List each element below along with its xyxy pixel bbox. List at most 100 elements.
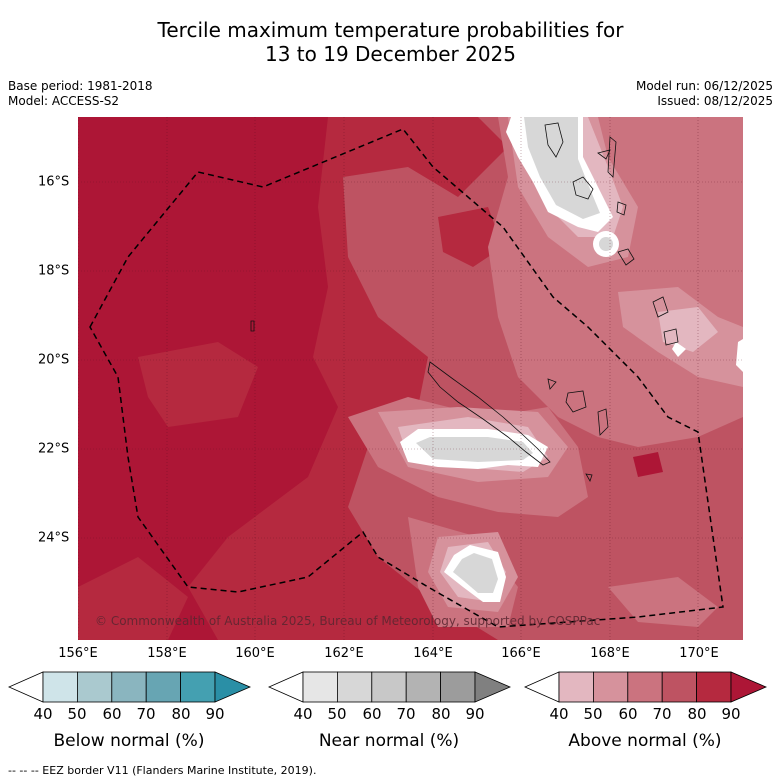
colorbar-below-svg	[8, 671, 252, 703]
lon-label-162e: 162°E	[324, 646, 364, 661]
region-80-90-c	[78, 557, 188, 640]
colorbar-bin	[180, 671, 216, 703]
legend-near-normal-bar	[268, 671, 512, 707]
colorbar-bin	[42, 671, 78, 703]
colorbar-extend-high	[474, 671, 512, 703]
colorbar-bin	[77, 671, 113, 703]
lon-label-170e: 170°E	[679, 646, 719, 661]
tick: 50	[583, 705, 603, 723]
map-svg	[78, 117, 743, 640]
issued-date: Issued: 08/12/2025	[657, 94, 773, 108]
tick: 40	[293, 705, 313, 723]
tick: 70	[396, 705, 416, 723]
chart-title: Tercile maximum temperature probabilitie…	[0, 18, 781, 66]
tick: 80	[687, 705, 707, 723]
new-caledonia-coast	[427, 361, 551, 466]
tick: 40	[33, 705, 53, 723]
meta-left: Base period: 1981-2018 Model: ACCESS-S2	[8, 79, 153, 109]
tick: 70	[652, 705, 672, 723]
island-5	[617, 248, 635, 266]
tick: 90	[721, 705, 741, 723]
isle-of-pines	[585, 473, 593, 482]
lat-label-16s: 16°S	[38, 174, 70, 190]
lat-label-20s: 20°S	[38, 352, 70, 368]
colorbar-extend-low	[524, 671, 560, 703]
title-line-1: Tercile maximum temperature probabilitie…	[157, 18, 624, 42]
legend-below-normal-bar	[8, 671, 252, 707]
region-40-50-east	[658, 307, 718, 352]
lat-label-22s: 22°S	[38, 441, 70, 457]
tick: 50	[67, 705, 87, 723]
lon-label-168e: 168°E	[590, 646, 630, 661]
tick: 60	[102, 705, 122, 723]
island-6	[652, 296, 669, 318]
colorbar-bin	[371, 671, 407, 703]
tick: 40	[549, 705, 569, 723]
lon-label-156e: 156°E	[58, 646, 98, 661]
lon-label-158e: 158°E	[147, 646, 187, 661]
malekula	[572, 176, 594, 200]
legend-near-title: Near normal (%)	[318, 731, 460, 751]
region-near-center	[416, 437, 533, 462]
region-60-70-se	[608, 577, 718, 627]
colorbar-extend-high	[730, 671, 768, 703]
colorbar-bin	[405, 671, 441, 703]
pocket-80-90	[438, 207, 503, 267]
region-80-90-b	[138, 342, 258, 427]
tick: 90	[205, 705, 225, 723]
model-name: Model: ACCESS-S2	[8, 94, 120, 108]
colorbar-extend-high	[214, 671, 252, 703]
island-7	[663, 328, 679, 346]
tick: 60	[362, 705, 382, 723]
colorbar-bin	[593, 671, 629, 703]
colorbar-bin	[558, 671, 594, 703]
lat-label-24s: 24°S	[38, 530, 70, 546]
chesterfield	[250, 320, 255, 332]
region-white-e1	[672, 342, 686, 357]
colorbar-near-svg	[268, 671, 512, 703]
eez-footnote: -- -- -- EEZ border V11 (Flanders Marine…	[8, 764, 317, 777]
region-white-e2	[736, 339, 743, 372]
tick: 60	[618, 705, 638, 723]
copyright-notice: © Commonwealth of Australia 2025, Bureau…	[95, 614, 601, 628]
eez-border	[89, 128, 724, 628]
tick: 80	[171, 705, 191, 723]
tick: 90	[465, 705, 485, 723]
island-1	[547, 378, 557, 390]
colorbar-above-svg	[524, 671, 768, 703]
tick: 70	[136, 705, 156, 723]
colorbar-bin	[440, 671, 476, 703]
coastlines	[250, 122, 679, 482]
colorbar-bin	[145, 671, 181, 703]
meta-right: Model run: 06/12/2025 Issued: 08/12/2025	[636, 79, 773, 109]
loyalty-island-1	[565, 390, 587, 413]
model-run: Model run: 06/12/2025	[635, 79, 773, 93]
colorbar-bin	[111, 671, 147, 703]
colorbar-bin	[627, 671, 663, 703]
colorbar-bin	[661, 671, 697, 703]
pocket-dark	[633, 452, 663, 477]
region-near-south	[453, 553, 498, 593]
colorbar-bin	[302, 671, 338, 703]
lon-label-166e: 166°E	[501, 646, 541, 661]
tick: 80	[431, 705, 451, 723]
legend-above-normal-bar	[524, 671, 768, 707]
legend-below-title: Below normal (%)	[53, 731, 205, 751]
colorbar-bin	[696, 671, 732, 703]
lat-label-18s: 18°S	[38, 263, 70, 279]
island-2	[597, 149, 611, 160]
legend-above-title: Above normal (%)	[568, 731, 722, 751]
colorbar-bin	[337, 671, 373, 703]
region-near-north	[524, 117, 600, 219]
probability-map[interactable]	[78, 117, 743, 640]
base-period: Base period: 1981-2018	[8, 79, 153, 93]
graticule	[78, 117, 743, 640]
espiritu-santo	[544, 122, 564, 158]
colorbar-extend-low	[8, 671, 44, 703]
lon-label-164e: 164°E	[413, 646, 453, 661]
title-line-2: 13 to 19 December 2025	[264, 42, 516, 66]
loyalty-island-2	[597, 408, 609, 436]
colorbar-extend-low	[268, 671, 304, 703]
island-4	[616, 201, 627, 216]
region-near-dot	[599, 237, 613, 251]
